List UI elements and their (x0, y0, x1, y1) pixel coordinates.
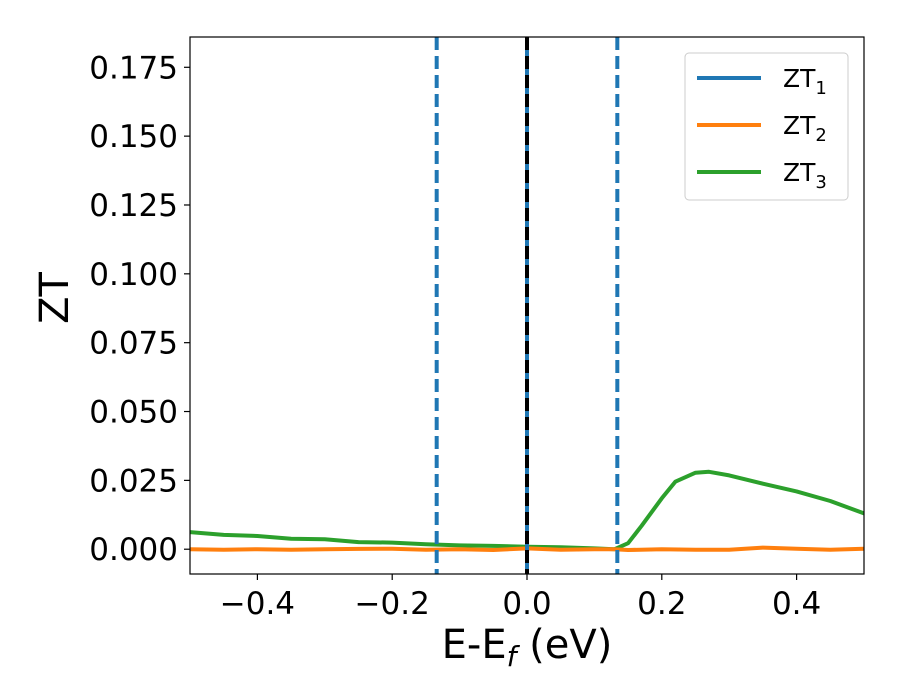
y-tick-label: 0.125 (89, 188, 178, 224)
x-axis-label-main: E-E (442, 622, 507, 668)
x-tick-label: −0.4 (220, 586, 295, 622)
legend: ZT1 ZT2 ZT3 (684, 52, 849, 201)
legend-box (684, 52, 849, 201)
y-tick-label: 0.075 (89, 326, 178, 362)
y-axis-label: ZT (32, 272, 78, 324)
y-tick-label: 0.100 (89, 257, 178, 293)
series-line-zt2 (190, 545, 864, 552)
x-tick-label: 0.2 (637, 586, 686, 622)
legend-label-zt1: ZT1 (783, 64, 827, 99)
x-tick-label: 0.0 (502, 586, 551, 622)
x-tick-label: −0.2 (355, 586, 430, 622)
vertical-lines (434, 37, 620, 574)
y-tick-label: 0.175 (89, 50, 178, 86)
y-tick-label: 0.150 (89, 119, 178, 155)
y-axis-ticks: 0.000 0.025 0.050 0.075 0.100 0.125 0.150 0.175 (89, 50, 190, 568)
x-tick-label: 0.4 (772, 586, 821, 622)
y-tick-label: 0.000 (89, 532, 178, 568)
x-axis-label-unit: (eV) (516, 622, 612, 668)
x-axis-ticks: −0.4 −0.2 0.0 0.2 0.4 (220, 574, 821, 622)
legend-label-zt3: ZT3 (783, 158, 827, 193)
y-tick-label: 0.025 (89, 463, 178, 499)
y-tick-label: 0.050 (89, 395, 178, 431)
x-axis-label: E-Ef (eV) (442, 622, 613, 673)
legend-label-zt2: ZT2 (783, 111, 827, 146)
